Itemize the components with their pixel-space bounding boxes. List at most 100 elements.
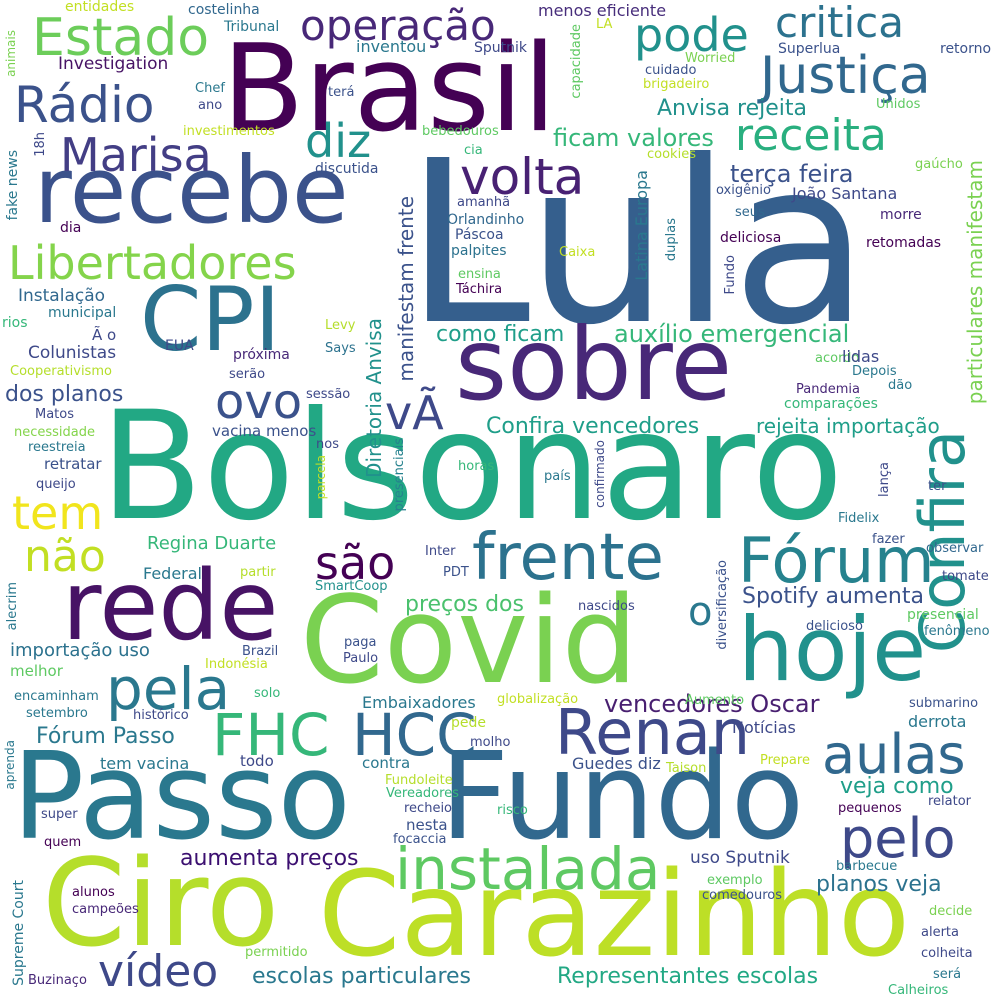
word-recheio: recheio <box>404 801 453 816</box>
word-estado: Estado <box>32 8 210 68</box>
word-presenciais: presenciais <box>392 438 407 512</box>
word-serao: serão <box>229 367 266 382</box>
word-manifestam-frente: manifestam frente <box>394 196 418 382</box>
word-forum: Fórum <box>738 524 935 597</box>
word-inventou: inventou <box>356 37 427 56</box>
word-cooperativismo: Cooperativismo <box>10 364 112 379</box>
word-sessao: sessão <box>306 387 351 402</box>
word-orlandinho: Orlandinho <box>447 212 525 228</box>
word-palpites: palpites <box>451 243 507 259</box>
word-quem: quem <box>44 835 82 850</box>
word-planos-veja: planos veja <box>816 872 942 897</box>
word-ensina: ensina <box>458 267 501 282</box>
word-frente: frente <box>472 521 664 595</box>
word-diversificacao: diversificação <box>715 560 730 650</box>
word-paga: paga <box>344 635 377 650</box>
word-solo: solo <box>254 686 281 701</box>
word-fake-news: fake news <box>5 150 21 221</box>
word-hcc: HCC <box>352 701 477 769</box>
word-veja-como: veja como <box>840 774 954 799</box>
word-sputnik: Sputnik <box>474 40 528 56</box>
word-diretoria-anvisa: Diretoria Anvisa <box>362 318 386 478</box>
word-comedouros: comedouros <box>702 888 782 903</box>
word-levy: Levy <box>325 318 356 333</box>
word-diz: diz <box>305 114 372 168</box>
word-tomate: tomate <box>942 569 989 584</box>
word-ter: ter <box>928 479 947 494</box>
word-globalizacao: globalização <box>497 692 579 707</box>
word-pode: pode <box>634 8 749 62</box>
word-derrota: derrota <box>908 712 967 731</box>
word-carazinho: Carazinho <box>318 845 911 983</box>
word-lidas: lidas <box>842 347 880 366</box>
word-18h: 18h <box>33 132 48 157</box>
word-sao: são <box>315 536 396 590</box>
word-brazil: Brazil <box>242 644 279 659</box>
word-pede: pede <box>451 715 486 731</box>
word-colunistas: Colunistas <box>28 343 117 363</box>
word-aumenta-precos: aumenta preços <box>180 846 359 871</box>
word-prepare: Prepare <box>760 753 810 768</box>
word-historico: histórico <box>133 708 189 723</box>
word-lanca: lança <box>877 462 892 497</box>
word-permitido: permitido <box>245 945 308 960</box>
word-presencial: presencial <box>907 607 979 623</box>
word-investigation: Investigation <box>58 54 169 74</box>
word-delicioso: delicioso <box>806 619 863 634</box>
word-parcela: parcela <box>314 455 328 500</box>
word-sobre: sobre <box>455 306 733 423</box>
word-acordo: acordo <box>815 351 860 366</box>
word-morre: morre <box>880 207 922 223</box>
word-embaixadores: Embaixadores <box>362 693 476 712</box>
word-noticias: Notícias <box>732 718 796 737</box>
word-gaucho: gaúcho <box>915 157 963 172</box>
word-todo: todo <box>240 752 274 770</box>
word-forum-passo: Fórum Passo <box>36 724 175 749</box>
word-smartcoop: SmartCoop <box>315 579 388 594</box>
word-aumento: Aumento <box>685 693 745 708</box>
word-supreme-court: Supreme Court <box>11 880 27 986</box>
word-worried: Worried <box>685 51 736 66</box>
word-vacina-menos: vacina menos <box>212 422 317 440</box>
word-pelo: pelo <box>840 807 956 870</box>
word-cpi: CPI <box>140 268 281 371</box>
word-rede: rede <box>62 550 279 662</box>
word-va: vÃ <box>385 386 444 440</box>
word-brasil: Brasil <box>222 20 557 159</box>
word-super: super <box>41 807 78 822</box>
word-partir: partir <box>240 565 276 580</box>
word-bebedouros: bebedouros <box>422 124 499 139</box>
word-ficam-valores: ficam valores <box>553 124 714 152</box>
word-covid: Covid <box>300 572 638 711</box>
word-importacao-uso: importação uso <box>10 640 150 661</box>
word-marisa: Marisa <box>60 128 212 182</box>
word-encaminham: encaminham <box>14 689 99 704</box>
word-duplas: duplas <box>664 218 679 262</box>
word-paulo: Paulo <box>343 651 379 666</box>
word-representantes: Representantes escolas <box>557 964 819 989</box>
word-vencedores-oscar: vencedores Oscar <box>604 690 820 718</box>
word-operacao: operação <box>300 1 496 50</box>
word-melhor: melhor <box>10 662 63 680</box>
word-taison: Taison <box>666 761 707 776</box>
word-pequenos: pequenos <box>838 801 902 816</box>
word-fundoleite: Fundoleite <box>385 773 453 788</box>
word-costelinha: costelinha <box>188 2 260 18</box>
word-calheiros: Calheiros <box>888 983 949 998</box>
word-deliciosa: deliciosa <box>720 230 782 246</box>
word-joao-santana: João Santana <box>792 184 898 203</box>
word-chef: Chef <box>195 81 225 96</box>
word-tribunal: Tribunal <box>224 19 280 35</box>
word-cuidado: cuidado <box>645 63 697 78</box>
word-amanha: amanhã <box>457 195 511 210</box>
word-pdt: PDT <box>443 565 469 580</box>
word-reestreia: reestreia <box>28 440 86 455</box>
word-fazer: fazer <box>872 532 905 547</box>
word-o: o <box>688 589 713 635</box>
word-ciro: Ciro <box>42 835 280 974</box>
word-municipal: municipal <box>48 305 117 321</box>
word-confira-vencedores: Confira vencedores <box>486 414 700 439</box>
word-buzinaco: Buzinaço <box>28 973 87 988</box>
word-depois: Depois <box>852 364 897 379</box>
word-risco: risco <box>497 803 528 818</box>
